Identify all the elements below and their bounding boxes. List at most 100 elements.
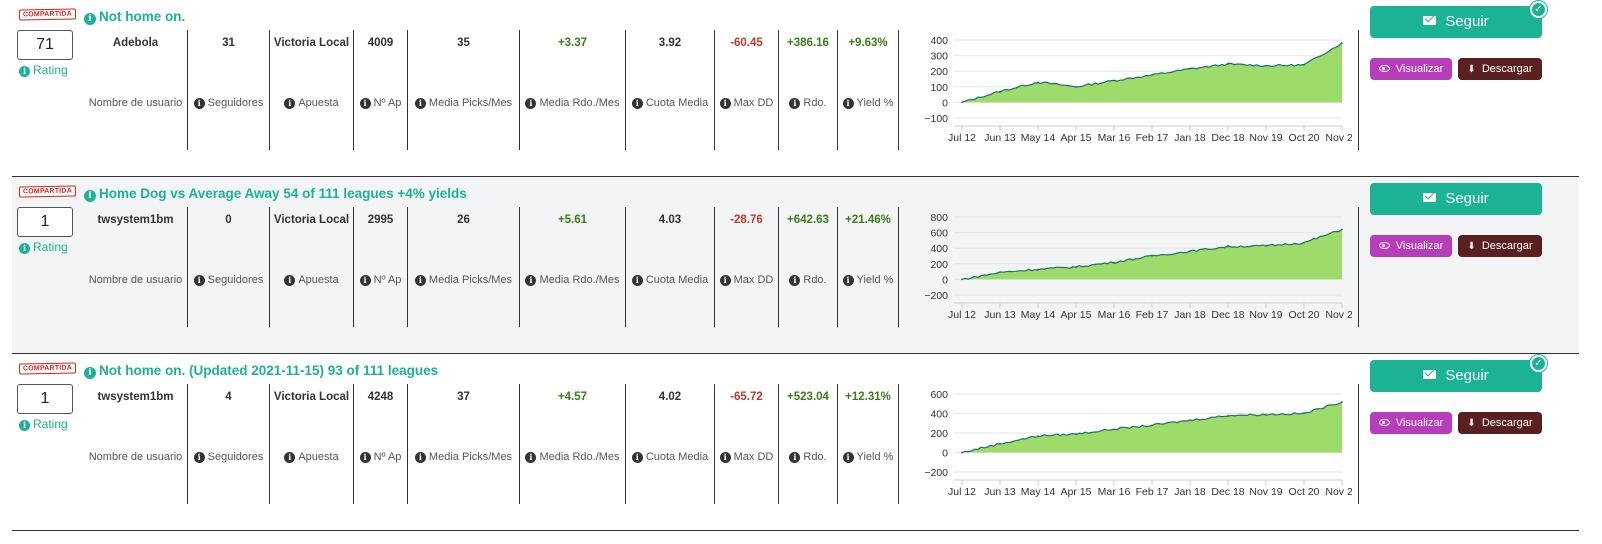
x-tick-label: Nov 19 xyxy=(1249,132,1282,144)
download-button[interactable]: ⬇ Descargar xyxy=(1458,235,1542,257)
maxdd-value: -28.76 xyxy=(730,214,763,226)
picks-label-text: Media Picks/Mes xyxy=(428,97,513,109)
bet-label: i Apuesta xyxy=(270,97,353,109)
col-rdo: +386.16 i Rdo. xyxy=(779,30,838,150)
bet-label-text: Apuesta xyxy=(298,97,339,109)
view-button[interactable]: Visualizar xyxy=(1370,58,1452,80)
rating-value: 1 xyxy=(17,207,73,237)
data-point xyxy=(1341,228,1343,231)
data-point xyxy=(1075,86,1077,88)
rdo-label: i Rdo. xyxy=(779,97,837,109)
view-button[interactable]: Visualizar xyxy=(1370,235,1452,257)
data-point xyxy=(1151,424,1153,426)
x-tick-label: May 14 xyxy=(1021,486,1056,498)
rating-label-text: Rating xyxy=(33,63,68,77)
yield-value: +9.63% xyxy=(848,37,888,49)
view-button[interactable]: Visualizar xyxy=(1370,412,1452,434)
maxdd-label: i Max DD xyxy=(715,451,778,463)
system-title[interactable]: i Not home on. (Updated 2021-11-15) 93 of… xyxy=(84,363,438,379)
system-title-text[interactable]: Home Dog vs Average Away 54 of 111 leagu… xyxy=(99,186,467,201)
data-point xyxy=(1303,412,1305,415)
rating-label: i Rating xyxy=(19,63,68,77)
col-yield: +9.63% i Yield % xyxy=(838,30,899,150)
followers-label: i Seguidores xyxy=(188,97,269,109)
yield-label-text: Yield % xyxy=(856,451,894,463)
username-value[interactable]: Adebola xyxy=(112,37,159,49)
data-point xyxy=(1265,413,1267,416)
n-ap-label-text: Nº Ap xyxy=(373,274,402,286)
col-username: twsystem1bm Nombre de usuario xyxy=(84,384,188,504)
data-point xyxy=(961,101,963,104)
series-line xyxy=(961,42,1343,103)
info-icon: i xyxy=(789,98,801,109)
x-tick-label: Jan 18 xyxy=(1174,132,1206,144)
picks-value: 26 xyxy=(457,214,470,226)
data-point xyxy=(999,442,1001,445)
col-picks: 37 i Media Picks/Mes xyxy=(408,384,520,504)
n-ap-label-text: Nº Ap xyxy=(373,97,402,109)
yield-label-text: Yield % xyxy=(856,274,894,286)
cuota-value: 3.92 xyxy=(658,37,682,49)
n-ap-value: 2995 xyxy=(367,214,394,226)
col-rdo-mes: +3.37 i Media Rdo./Mes xyxy=(520,30,626,150)
username-label: Nombre de usuario xyxy=(88,451,183,463)
col-bet: Victoria Local i Apuesta xyxy=(270,30,354,150)
data-point xyxy=(1037,81,1039,83)
follow-button[interactable]: Seguir xyxy=(1370,360,1542,392)
system-title-text[interactable]: Not home on. (Updated 2021-11-15) 93 of … xyxy=(99,363,439,378)
rdo-mes-label: i Media Rdo./Mes xyxy=(520,451,625,463)
data-point xyxy=(1227,245,1229,248)
data-point xyxy=(1113,261,1115,264)
info-icon: i xyxy=(193,98,205,109)
rdo-label: i Rdo. xyxy=(779,451,837,463)
envelope-icon xyxy=(1423,370,1437,379)
col-rdo-mes: +4.57 i Media Rdo./Mes xyxy=(520,384,626,504)
y-tick-label: 300 xyxy=(930,51,948,63)
download-icon: ⬇ xyxy=(1467,64,1476,75)
rdo-mes-label-text: Media Rdo./Mes xyxy=(539,274,620,286)
data-point xyxy=(1189,419,1191,422)
view-button-label: Visualizar xyxy=(1395,417,1444,429)
data-point xyxy=(1151,255,1153,257)
download-button[interactable]: ⬇ Descargar xyxy=(1458,412,1542,434)
system-title[interactable]: i Home Dog vs Average Away 54 of 111 leag… xyxy=(84,186,467,202)
maxdd-value: -65.72 xyxy=(730,391,763,403)
x-tick-label: Feb 17 xyxy=(1136,486,1169,498)
username-value[interactable]: twsystem1bm xyxy=(97,391,174,403)
x-tick-label: Jul 12 xyxy=(948,486,976,498)
bet-value: Victoria Local xyxy=(273,391,350,403)
maxdd-label: i Max DD xyxy=(715,274,778,286)
eye-icon xyxy=(1378,65,1390,72)
system-title[interactable]: i Not home on. xyxy=(84,9,185,25)
followers-label-text: Seguidores xyxy=(207,451,264,463)
cuota-label: i Cuota Media xyxy=(626,274,714,286)
rating-value: 71 xyxy=(17,30,73,60)
n-ap-label-text: Nº Ap xyxy=(373,451,402,463)
bet-label-text: Apuesta xyxy=(298,451,339,463)
rdo-mes-label: i Media Rdo./Mes xyxy=(520,97,625,109)
x-tick-label: Dec 18 xyxy=(1211,132,1244,144)
y-tick-label: 400 xyxy=(930,409,948,421)
rdo-mes-value: +3.37 xyxy=(557,37,588,49)
col-followers: 0 i Seguidores xyxy=(188,207,270,327)
data-point xyxy=(1113,428,1115,430)
col-cuota: 4.02 i Cuota Media xyxy=(626,384,715,504)
follow-button[interactable]: Seguir xyxy=(1370,6,1542,38)
info-icon: i xyxy=(84,367,96,379)
y-tick-label: 200 xyxy=(930,66,948,78)
info-icon: i xyxy=(525,452,537,463)
system-title-text[interactable]: Not home on. xyxy=(99,9,186,24)
download-button[interactable]: ⬇ Descargar xyxy=(1458,58,1542,80)
info-icon: i xyxy=(842,275,854,286)
username-value[interactable]: twsystem1bm xyxy=(97,214,174,226)
bet-label-text: Apuesta xyxy=(298,274,339,286)
follow-button[interactable]: Seguir xyxy=(1370,183,1542,215)
picks-label-text: Media Picks/Mes xyxy=(428,274,513,286)
x-tick-label: Mar 16 xyxy=(1098,486,1131,498)
data-point xyxy=(961,451,963,454)
info-icon: i xyxy=(84,13,96,25)
follow-button-label: Seguir xyxy=(1445,13,1489,30)
